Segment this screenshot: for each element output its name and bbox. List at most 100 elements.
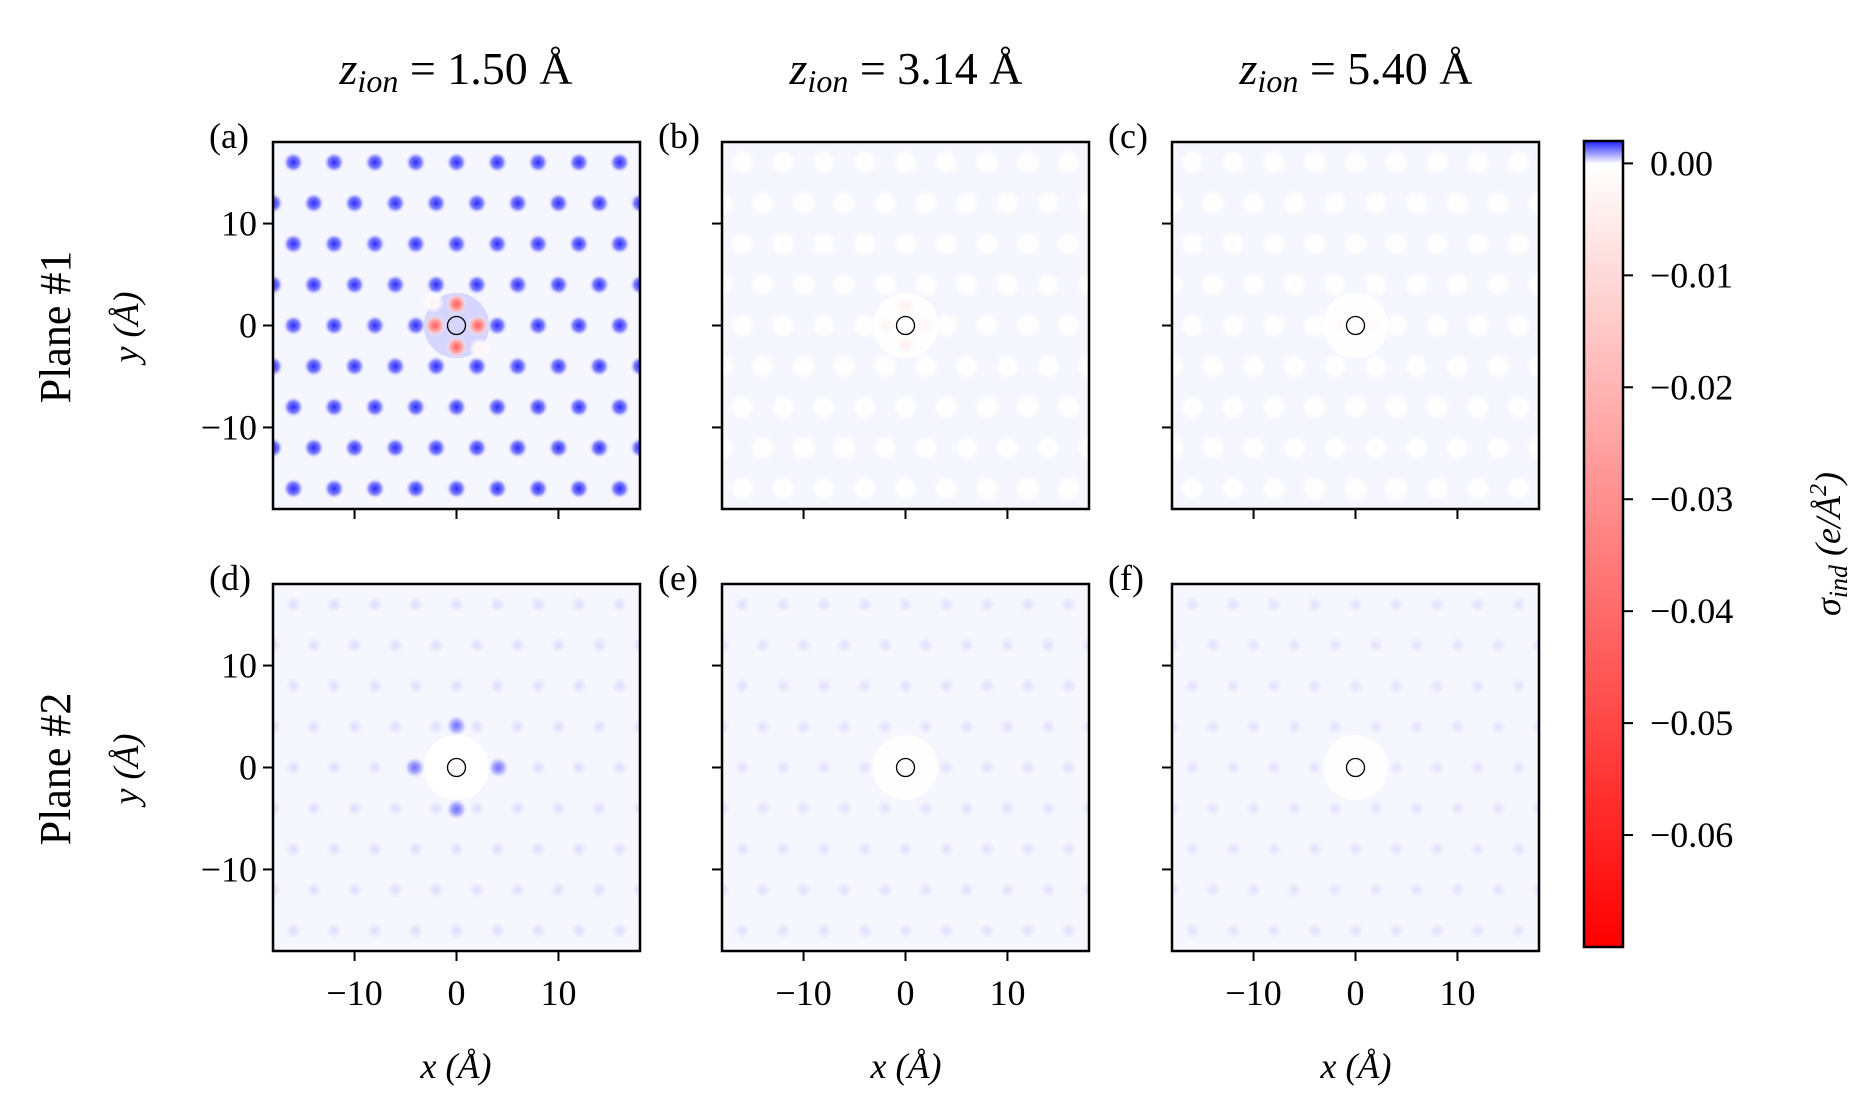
lattice-site [282, 396, 304, 418]
lattice-site [1340, 392, 1371, 422]
lattice-site [1074, 270, 1089, 300]
lattice-site [768, 147, 798, 178]
lattice-site [972, 229, 1002, 259]
y-tick-label: −10 [201, 849, 257, 889]
lattice-site [425, 274, 447, 296]
lattice-site [1264, 758, 1283, 777]
lattice-site [325, 921, 344, 940]
lattice-site [722, 880, 731, 899]
lattice-site [1177, 473, 1208, 504]
lattice-site [365, 676, 384, 695]
lattice-site [445, 233, 468, 255]
lattice-site [1218, 310, 1248, 341]
lattice-site [733, 758, 752, 777]
lattice-site [850, 229, 880, 259]
lattice-site [486, 478, 508, 500]
lattice-site [1053, 147, 1084, 178]
lattice-site [1172, 636, 1181, 655]
lattice-site [1509, 676, 1528, 695]
lattice-site [733, 595, 752, 614]
lattice-site [304, 717, 323, 736]
lattice-site [364, 478, 386, 500]
lattice-site [1509, 758, 1528, 777]
lattice-site [1361, 515, 1390, 544]
lattice-site [1550, 922, 1568, 940]
lattice-site [529, 840, 548, 859]
lattice-site [629, 192, 640, 214]
lattice-site [1381, 147, 1411, 178]
lattice-site [1463, 392, 1493, 422]
lattice-site [1381, 473, 1411, 504]
lattice-site [1177, 392, 1208, 422]
lattice-site [1428, 758, 1447, 777]
lattice-site [722, 799, 731, 818]
ion-halo [872, 734, 939, 801]
lattice-site [651, 677, 669, 695]
lattice-site [1346, 676, 1365, 695]
lattice-site [1401, 270, 1432, 300]
x-tick-label: 0 [1347, 973, 1365, 1013]
x-tick-label: 10 [540, 973, 576, 1013]
lattice-site [303, 437, 325, 459]
lattice-site [468, 962, 486, 980]
lattice-site [1320, 351, 1350, 381]
ion-marker [1345, 315, 1366, 336]
lattice-site [1033, 351, 1063, 381]
lattice-site [1053, 229, 1084, 259]
lattice-site [890, 147, 921, 178]
y-tick-label: 10 [221, 204, 257, 244]
ion-marker [446, 757, 467, 778]
lattice-site [1300, 473, 1330, 504]
lattice-site [1305, 758, 1324, 777]
lattice-site [876, 962, 894, 980]
lattice-site [1408, 962, 1426, 980]
lattice-site [998, 880, 1017, 899]
row-title-plane-1: Plane #1 [31, 251, 80, 404]
lattice-site [1326, 962, 1344, 980]
lattice-site [508, 799, 527, 818]
lattice-site [1300, 392, 1330, 422]
lattice-site [405, 478, 427, 500]
lattice-site [386, 880, 405, 899]
lattice-site [651, 840, 669, 858]
lattice-site [1203, 880, 1222, 899]
x-axis-label-col-3: x (Å) [1320, 1046, 1392, 1086]
lattice-site [829, 270, 860, 300]
lattice-site [992, 270, 1023, 300]
lattice-site [890, 392, 921, 422]
lattice-site [911, 270, 941, 300]
panel-label: (c) [1108, 116, 1148, 156]
lattice-site [972, 147, 1002, 178]
lattice-site [590, 962, 608, 980]
lattice-site [1366, 636, 1385, 655]
lattice-site [529, 595, 548, 614]
lattice-site [1326, 555, 1344, 573]
lattice-site [426, 111, 447, 132]
heatmap [273, 111, 640, 509]
lattice-site [427, 962, 445, 980]
lattice-site [1264, 921, 1283, 940]
induced-charge-spot [913, 314, 937, 337]
lattice-site [1172, 433, 1187, 463]
lattice-site [937, 921, 956, 940]
induced-charge-spot [403, 756, 426, 779]
lattice-site [957, 880, 976, 899]
lattice-site [1402, 107, 1431, 136]
lattice-site [1224, 840, 1243, 859]
lattice-site [1387, 676, 1406, 695]
lattice-site [365, 840, 384, 859]
lattice-site [788, 433, 819, 463]
lattice-site [509, 962, 527, 980]
lattice-site [768, 310, 798, 341]
lattice-site [951, 270, 982, 300]
lattice-site [794, 717, 813, 736]
lattice-site [733, 921, 752, 940]
lattice-site [568, 478, 590, 500]
lattice-site [304, 880, 323, 899]
lattice-site [508, 636, 527, 655]
lattice-site [876, 636, 895, 655]
lattice-site [855, 921, 874, 940]
lattice-site [1238, 270, 1269, 300]
lattice-site [244, 922, 262, 940]
